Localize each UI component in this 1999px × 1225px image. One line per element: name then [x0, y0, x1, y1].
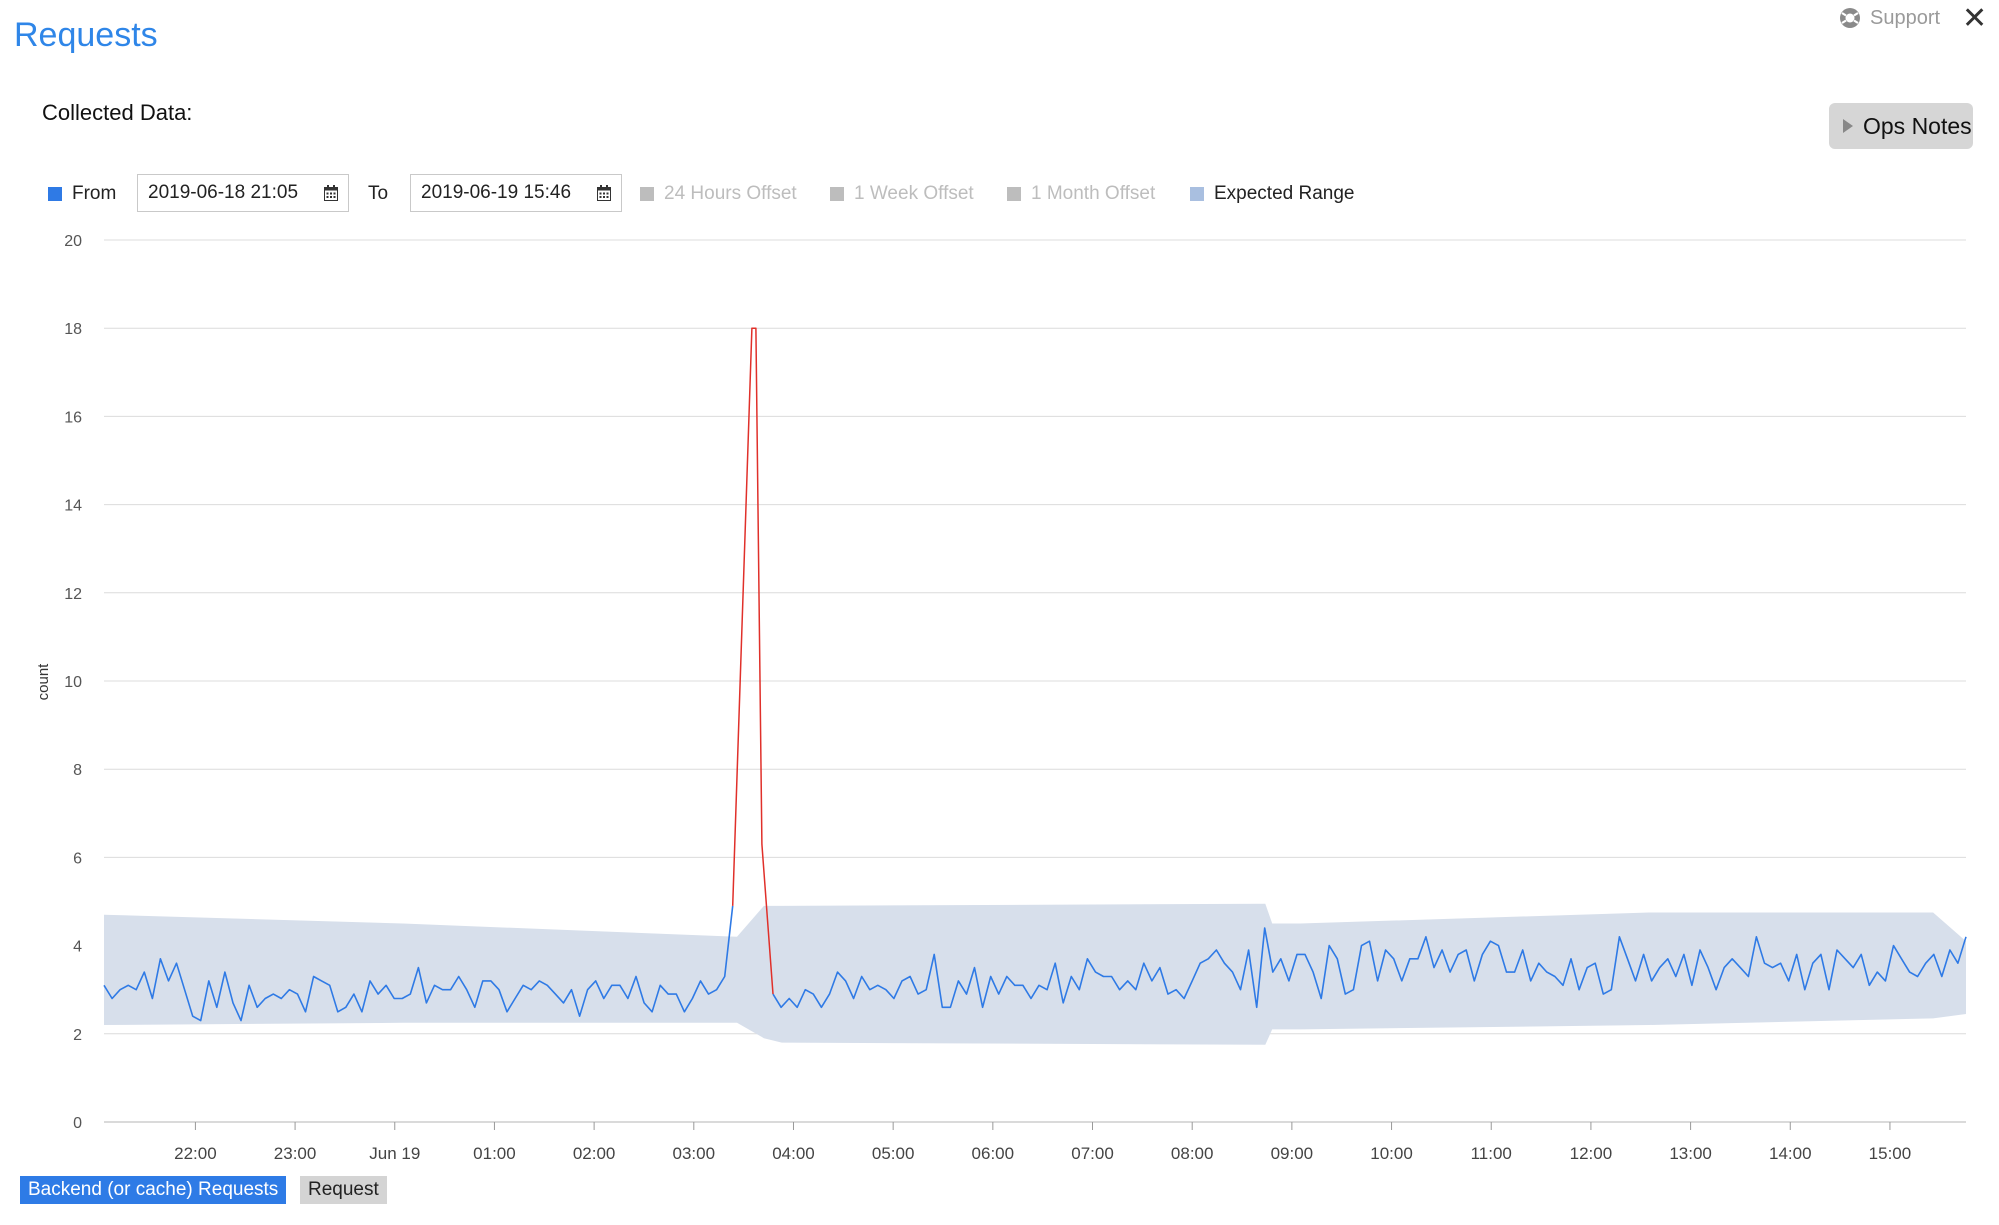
x-tick-label: 15:00 — [1869, 1144, 1912, 1163]
page-title: Requests — [14, 16, 158, 54]
offset-1m-label: 1 Month Offset — [1031, 183, 1156, 204]
calendar-icon — [597, 185, 611, 201]
x-tick-label: 08:00 — [1171, 1144, 1214, 1163]
y-tick-label: 4 — [73, 939, 82, 956]
x-tick-label: 12:00 — [1570, 1144, 1613, 1163]
x-tick-label: 03:00 — [673, 1144, 716, 1163]
grid-layer — [104, 239, 1966, 1123]
offset-1w-swatch — [830, 187, 844, 201]
y-tick-label: 14 — [64, 498, 82, 515]
ops-notes-label: Ops Notes — [1863, 112, 1972, 139]
y-tick-label: 10 — [64, 674, 82, 691]
x-tick-label: 13:00 — [1669, 1144, 1712, 1163]
close-icon[interactable]: ✕ — [1962, 2, 1988, 35]
legend-row: From 2019-06-18 21:05 To 2019-06-19 15:4… — [48, 174, 1648, 212]
y-tick-label: 6 — [73, 850, 82, 867]
to-date-input[interactable]: 2019-06-19 15:46 — [410, 174, 622, 212]
legend-24h-offset[interactable]: 24 Hours Offset — [640, 176, 797, 212]
ops-notes-button[interactable]: Ops Notes — [1829, 103, 1973, 149]
legend-1w-offset[interactable]: 1 Week Offset — [830, 176, 974, 212]
caret-right-icon — [1843, 119, 1853, 133]
y-tick-label: 18 — [64, 321, 82, 338]
offset-24h-label: 24 Hours Offset — [664, 183, 797, 204]
from-swatch — [48, 187, 62, 201]
backend-requests-chip[interactable]: Backend (or cache) Requests — [20, 1176, 287, 1204]
calendar-icon — [324, 185, 338, 201]
y-tick-label: 12 — [64, 586, 82, 603]
legend-1m-offset[interactable]: 1 Month Offset — [1007, 176, 1155, 212]
support-link[interactable]: Support — [1838, 6, 1940, 30]
y-tick-label: 8 — [73, 762, 82, 779]
legend-from[interactable]: From — [48, 176, 116, 212]
y-tick-label: 2 — [73, 1027, 82, 1044]
support-label: Support — [1870, 6, 1941, 29]
x-tick-label: 02:00 — [573, 1144, 616, 1163]
series-line — [772, 927, 1967, 1009]
expected-range-band — [104, 903, 1966, 1045]
x-tick-label: 22:00 — [174, 1144, 217, 1163]
x-tick-label: 23:00 — [274, 1144, 317, 1163]
from-date-value: 2019-06-18 21:05 — [148, 182, 299, 203]
series-layer — [103, 327, 1967, 1022]
y-tick-label: 20 — [64, 233, 82, 250]
x-tick-label: 10:00 — [1370, 1144, 1413, 1163]
x-tick-label: Jun 19 — [369, 1144, 420, 1163]
x-tick-label: 06:00 — [972, 1144, 1015, 1163]
x-tick-label: 04:00 — [772, 1144, 815, 1163]
x-tick-label: 11:00 — [1471, 1144, 1512, 1163]
legend-expected-range[interactable]: Expected Range — [1190, 176, 1355, 212]
to-date-value: 2019-06-19 15:46 — [421, 182, 572, 203]
offset-1w-label: 1 Week Offset — [854, 183, 974, 204]
x-tick-label: 05:00 — [872, 1144, 915, 1163]
expected-range-layer — [104, 903, 1966, 1045]
expected-range-swatch — [1190, 187, 1204, 201]
x-tick-label: 01:00 — [473, 1144, 516, 1163]
x-tick-label: 07:00 — [1071, 1144, 1114, 1163]
y-axis-label: count — [35, 663, 52, 701]
collected-data-label: Collected Data: — [42, 100, 193, 125]
y-tick-label: 0 — [73, 1115, 82, 1132]
x-tick-label: 14:00 — [1769, 1144, 1812, 1163]
request-chip[interactable]: Request — [300, 1176, 387, 1204]
y-tick-label: 16 — [64, 409, 82, 426]
x-tick-label: 09:00 — [1271, 1144, 1314, 1163]
to-label: To — [368, 183, 389, 204]
anomaly-spike — [731, 327, 774, 995]
tick-layer: 0 2 4 6 8 10 12 14 16 18 20 22:00 23:00 Jun 19 01:00 02… — [64, 233, 1911, 1163]
expected-range-label: Expected Range — [1214, 183, 1355, 204]
series-line — [103, 905, 734, 1022]
offset-24h-swatch — [640, 187, 654, 201]
offset-1m-swatch — [1007, 187, 1021, 201]
from-label: From — [72, 183, 117, 204]
lifebuoy-icon — [1840, 8, 1860, 28]
from-date-input[interactable]: 2019-06-18 21:05 — [137, 174, 349, 212]
